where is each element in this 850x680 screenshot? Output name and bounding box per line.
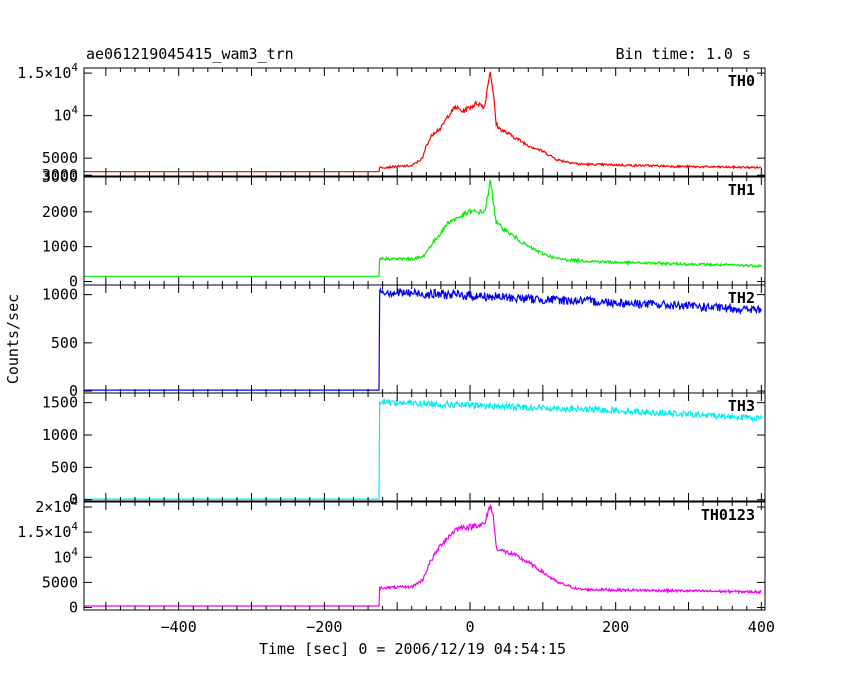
y-tick-label: 5000 xyxy=(42,573,78,591)
y-tick-label: 2000 xyxy=(42,203,78,221)
y-tick-label: 1500 xyxy=(42,394,78,412)
y-tick-label: 500 xyxy=(51,458,78,476)
panel-label-th0: TH0 xyxy=(728,72,755,90)
panel-frame-th1 xyxy=(83,176,766,286)
y-tick-label: 500 xyxy=(51,334,78,352)
x-tick-label: 200 xyxy=(602,618,629,636)
y-tick-label: 1.5×104 xyxy=(17,61,78,82)
panel-label-th3: TH3 xyxy=(728,397,755,415)
y-tick-label: 0 xyxy=(69,273,78,291)
panel-frame-th0 xyxy=(83,67,766,177)
y-tick-label: 0 xyxy=(69,598,78,616)
bin-time-label: Bin time: 1.0 s xyxy=(615,45,751,63)
series-line-th1 xyxy=(84,179,762,277)
panel-label-th2: TH2 xyxy=(728,289,755,307)
series-line-th3 xyxy=(84,398,762,500)
x-tick-label: 400 xyxy=(748,618,775,636)
x-tick-label: −200 xyxy=(306,618,342,636)
y-tick-label: 104 xyxy=(53,545,78,566)
panel-frame-th0123 xyxy=(83,501,766,611)
series-line-th2 xyxy=(84,286,762,391)
series-line-th0123 xyxy=(84,503,762,607)
y-tick-label: 0 xyxy=(69,491,78,509)
y-tick-label: 5000 xyxy=(42,149,78,167)
panel-label-th0123: TH0123 xyxy=(701,506,755,524)
y-tick-label: 0 xyxy=(69,382,78,400)
panel-frame-th3 xyxy=(83,392,766,502)
y-tick-label: 3000 xyxy=(42,168,78,186)
x-tick-label: 0 xyxy=(466,618,475,636)
y-tick-label: 1000 xyxy=(42,238,78,256)
y-tick-label: 1000 xyxy=(42,426,78,444)
x-axis-label: Time [sec] 0 = 2006/12/19 04:54:15 xyxy=(259,640,567,658)
y-tick-label: 3000 xyxy=(42,166,78,184)
panel-label-th1: TH1 xyxy=(728,181,755,199)
y-tick-label: 104 xyxy=(53,104,78,125)
chart-title: ae061219045415_wam3_trn xyxy=(86,45,294,63)
y-tick-label: 1000 xyxy=(42,286,78,304)
y-tick-label: 1.5×104 xyxy=(17,520,78,541)
y-tick-label: 2×104 xyxy=(35,495,78,516)
x-tick-label: −400 xyxy=(161,618,197,636)
series-line-th0 xyxy=(84,71,762,173)
